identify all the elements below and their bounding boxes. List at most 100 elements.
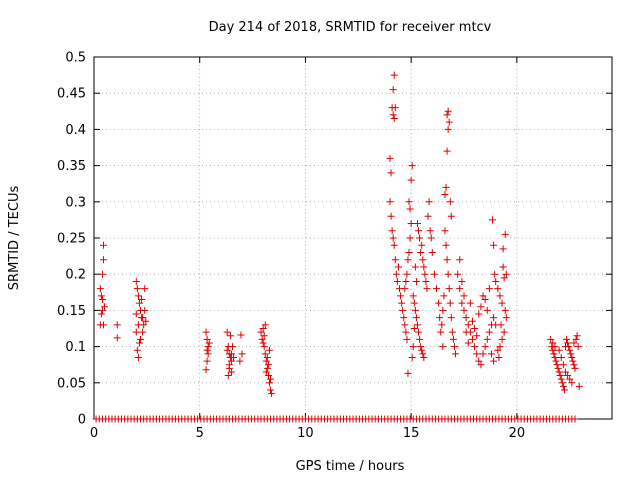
data-point — [406, 205, 414, 213]
data-point — [428, 248, 436, 256]
data-point — [422, 277, 430, 285]
data-point — [410, 325, 418, 332]
data-point — [426, 227, 434, 235]
data-point — [267, 375, 275, 383]
data-point — [223, 346, 231, 354]
y-tick-label: 0.3 — [65, 195, 86, 210]
data-point — [97, 292, 105, 300]
data-point — [416, 335, 424, 343]
data-point — [113, 321, 121, 329]
data-point — [567, 350, 575, 358]
data-point — [135, 339, 143, 347]
data-point — [132, 328, 140, 336]
data-point — [202, 366, 210, 374]
data-point — [392, 270, 400, 278]
data-point — [258, 335, 266, 343]
data-point — [404, 256, 412, 264]
x-axis-label: GPS time / hours — [296, 459, 405, 474]
data-point — [564, 372, 572, 380]
data-point — [443, 147, 451, 155]
data-point — [402, 277, 410, 285]
data-point — [388, 227, 396, 235]
data-point — [444, 125, 452, 133]
data-point — [477, 361, 485, 369]
data-point — [473, 350, 481, 358]
data-point — [490, 314, 498, 322]
data-point — [433, 285, 441, 293]
data-point — [391, 104, 399, 112]
data-point — [228, 343, 236, 351]
data-point — [466, 299, 474, 307]
data-point — [502, 314, 510, 322]
data-point — [424, 212, 432, 220]
data-point — [570, 361, 578, 369]
data-point — [447, 212, 455, 220]
data-point — [98, 296, 106, 304]
data-point — [456, 256, 464, 264]
data-point — [499, 245, 507, 253]
data-point — [141, 285, 149, 293]
data-point — [261, 321, 269, 329]
data-point — [406, 234, 414, 242]
data-point — [485, 328, 493, 336]
data-point — [386, 198, 394, 206]
data-point — [501, 306, 509, 314]
data-point — [464, 321, 472, 329]
data-point — [96, 285, 104, 293]
data-point — [445, 118, 453, 126]
data-point — [445, 285, 453, 293]
data-point — [223, 328, 231, 336]
data-point — [401, 285, 409, 293]
data-point — [409, 292, 417, 300]
data-point — [442, 183, 450, 191]
data-point — [477, 303, 485, 311]
data-point — [443, 256, 451, 264]
data-point — [566, 346, 574, 354]
data-point — [462, 314, 470, 322]
data-point — [485, 285, 493, 293]
data-point — [568, 353, 576, 361]
data-point — [560, 386, 568, 394]
data-point — [423, 285, 431, 293]
data-point — [468, 335, 476, 343]
data-point — [563, 335, 571, 343]
data-point — [555, 368, 563, 376]
data-point — [573, 332, 581, 340]
data-point — [257, 328, 265, 336]
data-point — [475, 310, 483, 318]
data-point — [448, 328, 456, 336]
data-point — [487, 350, 495, 358]
data-point — [225, 361, 233, 369]
data-point — [558, 379, 566, 387]
data-point — [497, 321, 505, 329]
data-point — [471, 343, 479, 351]
y-tick-label: 0.4 — [65, 123, 86, 138]
data-point — [134, 353, 142, 361]
axis-ticks: 0 0.05 0.1 0.15 0.2 0.25 0.3 0.35 0.4 0.45 0.5 0 5 10… — [57, 51, 612, 441]
data-point — [418, 346, 426, 354]
data-point — [142, 317, 150, 325]
data-point — [140, 321, 148, 329]
data-point — [97, 310, 105, 318]
data-point — [481, 296, 489, 304]
data-point — [444, 107, 452, 115]
data-point — [572, 335, 580, 343]
data-point — [479, 292, 487, 300]
data-point — [564, 339, 572, 347]
data-point — [550, 350, 558, 358]
data-point — [494, 346, 502, 354]
data-point — [138, 296, 146, 304]
data-point — [436, 314, 444, 322]
data-point — [265, 346, 273, 354]
data-point — [556, 372, 564, 380]
data-point — [570, 339, 578, 347]
data-point — [100, 321, 108, 329]
data-point — [417, 248, 425, 256]
data-point — [498, 299, 506, 307]
data-point — [565, 343, 573, 351]
data-point — [574, 343, 582, 351]
data-point — [262, 368, 270, 376]
data-point — [398, 299, 406, 307]
data-point — [458, 299, 466, 307]
data-point — [559, 361, 567, 369]
